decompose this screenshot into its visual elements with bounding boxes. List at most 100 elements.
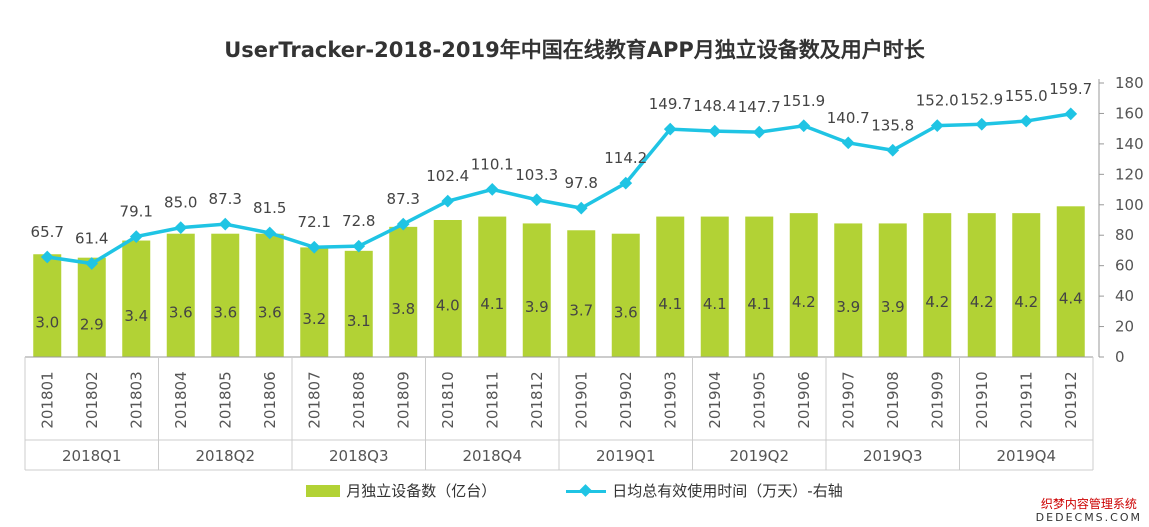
chart-title: UserTracker-2018-2019年中国在线教育APP月独立设备数及用户… (224, 38, 925, 62)
legend-label-bar: 月独立设备数（亿台） (346, 482, 497, 500)
x-tick-label: 201808 (350, 371, 368, 428)
bar (433, 220, 462, 357)
bar-data-label: 3.1 (347, 312, 371, 330)
x-tick-label: 201807 (305, 371, 323, 428)
x-tick-label: 201911 (1017, 371, 1035, 428)
x-tick-label: 201905 (750, 371, 768, 428)
bar-data-label: 4.2 (970, 293, 994, 311)
line-point (530, 193, 544, 207)
bar (1012, 213, 1041, 357)
bar (745, 216, 774, 357)
x-tick-label: 201805 (216, 371, 234, 428)
bar-data-label: 4.4 (1059, 290, 1083, 308)
bar-data-label: 3.9 (881, 298, 905, 316)
line-data-label: 65.7 (31, 223, 64, 241)
line-data-label: 72.1 (298, 213, 331, 231)
bar-data-label: 3.6 (614, 303, 638, 321)
bar (789, 213, 818, 357)
legend-swatch-line (566, 484, 607, 498)
x-tick-label: 201812 (528, 371, 546, 428)
line-data-label: 135.8 (871, 116, 914, 134)
legend: 月独立设备数（亿台） 日均总有效使用时间（万天）-右轴 (0, 480, 1149, 501)
bar (522, 223, 551, 357)
bar-data-label: 3.7 (569, 302, 593, 320)
line-series (46, 112, 1072, 266)
bar-data-label: 4.2 (925, 293, 949, 311)
line-data-label: 149.7 (649, 95, 692, 113)
x-tick-label: 201803 (127, 371, 145, 428)
line-data-label: 148.4 (693, 97, 736, 115)
line-point (752, 125, 766, 139)
x-tick-label: 201901 (572, 371, 590, 428)
x-tick-label: 201801 (38, 371, 56, 428)
bar-data-label: 3.9 (525, 298, 549, 316)
line-point (307, 240, 321, 254)
right-axis-tick-label: 0 (1115, 348, 1125, 366)
watermark-line2: DEDECMS.COM (1035, 511, 1142, 524)
bar (878, 223, 907, 357)
x-group-label: 2018Q1 (62, 447, 122, 465)
bar-data-label: 4.1 (747, 295, 771, 313)
line-point (975, 117, 989, 131)
right-axis-tick-label: 140 (1115, 135, 1144, 153)
right-axis-tick-label: 60 (1115, 257, 1134, 275)
bar (300, 247, 329, 357)
bar (1056, 206, 1085, 357)
line-data-label: 152.9 (960, 90, 1003, 108)
x-tick-label: 201903 (661, 371, 679, 428)
right-axis-tick-label: 120 (1115, 165, 1144, 183)
line-data-label: 72.8 (342, 212, 375, 230)
x-tick-label: 201810 (439, 371, 457, 428)
bar (611, 233, 640, 357)
watermark: 织梦内容管理系统 DEDECMS.COM (1032, 497, 1145, 525)
legend-item-line: 日均总有效使用时间（万天）-右轴 (566, 480, 843, 501)
bar-data-label: 3.2 (302, 310, 326, 328)
bar (211, 233, 240, 357)
bar (923, 213, 952, 357)
bar (344, 250, 373, 357)
bar (389, 226, 418, 357)
right-axis-tick-label: 180 (1115, 74, 1144, 92)
bar-data-label: 4.1 (703, 295, 727, 313)
right-axis-tick-label: 80 (1115, 226, 1134, 244)
line-data-label: 102.4 (426, 167, 469, 185)
line-data-label: 103.3 (515, 166, 558, 184)
line-point (797, 119, 811, 133)
right-axis-tick-label: 100 (1115, 196, 1144, 214)
x-tick-label: 201906 (795, 371, 813, 428)
x-tick-label: 201907 (839, 371, 857, 428)
line-data-label: 114.2 (604, 149, 647, 167)
x-tick-label: 201909 (928, 371, 946, 428)
bar (478, 216, 507, 357)
x-tick-label: 201809 (394, 371, 412, 428)
bar-data-label: 3.4 (124, 307, 148, 325)
line-point (841, 136, 855, 150)
line-data-label: 87.3 (387, 190, 420, 208)
line-point (174, 221, 188, 234)
bar (255, 233, 284, 357)
bar (967, 213, 996, 357)
right-axis-tick-label: 40 (1115, 287, 1134, 305)
legend-swatch-bar (306, 484, 341, 497)
x-tick-label: 201811 (483, 371, 501, 428)
bar-data-label: 4.1 (480, 295, 504, 313)
bar-data-label: 2.9 (80, 315, 104, 333)
line-data-label: 140.7 (827, 109, 870, 127)
line-data-label: 79.1 (120, 203, 153, 221)
line-point (441, 194, 455, 208)
line-point (1064, 107, 1078, 121)
x-tick-label: 201902 (617, 371, 635, 428)
line-point (263, 226, 277, 240)
bar (33, 254, 62, 357)
bar-data-label: 3.6 (258, 303, 282, 321)
line-point (708, 124, 722, 138)
bar (166, 233, 195, 357)
x-group-label: 2018Q2 (195, 447, 255, 465)
line-data-label: 61.4 (75, 230, 108, 248)
x-group-label: 2019Q2 (729, 447, 789, 465)
line-point (129, 230, 143, 243)
line-data-label: 110.1 (471, 155, 514, 173)
x-tick-label: 201802 (83, 371, 101, 428)
bar (567, 230, 596, 357)
x-tick-label: 201806 (261, 371, 279, 428)
